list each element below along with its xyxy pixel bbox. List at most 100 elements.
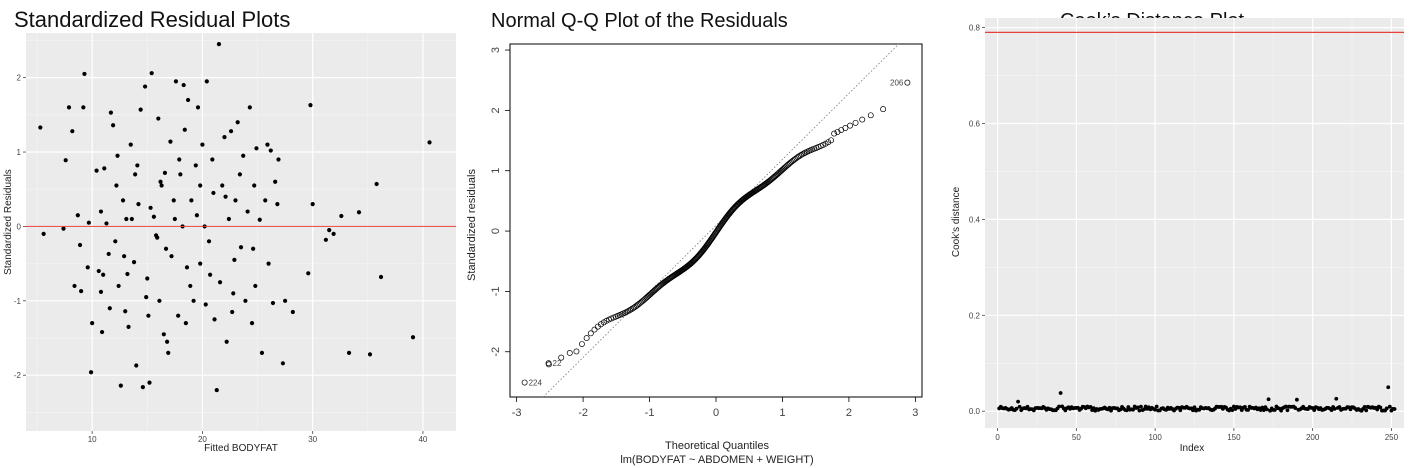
chart-1-point [217, 280, 223, 285]
chart-3-point [1266, 397, 1271, 402]
chart-1-point [206, 239, 212, 244]
chart-1-point [113, 239, 118, 244]
chart-2-point [646, 292, 652, 299]
chart-2-ytick-label: 0 [490, 228, 502, 234]
chart-1-point [191, 298, 196, 303]
chart-3-point [1334, 396, 1339, 401]
chart-1-point [135, 163, 140, 168]
chart-2-xtick-label: -3 [512, 407, 522, 419]
chart-1-point [184, 265, 190, 270]
chart-3-xtick-label: 0 [995, 433, 1000, 442]
chart-3-point [1387, 404, 1392, 409]
chart-1-point [266, 261, 271, 266]
chart-2-xtick-label: 1 [779, 407, 785, 419]
chart-1-point [136, 202, 141, 207]
chart-1-point [223, 194, 228, 199]
chart-2-ytick-label: 1 [490, 168, 502, 174]
chart-2-point [867, 112, 874, 119]
chart-1-point [216, 42, 222, 47]
chart-2-xtick-label: -2 [578, 407, 588, 419]
chart-2-point-label: 224 [529, 379, 543, 388]
chart-1-point [129, 216, 134, 222]
chart-1-point [265, 142, 270, 147]
chart-1-point [126, 324, 131, 329]
chart-3-point [1124, 408, 1129, 413]
chart-3-point [1332, 406, 1337, 411]
chart-1-point [198, 183, 203, 188]
chart-1-ytick-label: 2 [17, 74, 22, 83]
chart-1-ytick-label: -1 [14, 297, 22, 306]
chart-1-point [195, 105, 201, 110]
chart-3-xtick-label: 150 [1227, 433, 1241, 442]
chart-1-point [108, 110, 113, 115]
chart-3-point [1142, 407, 1146, 412]
chart-2-frame [509, 43, 923, 398]
chart-2-point [800, 150, 807, 157]
chart-3-point [1285, 408, 1290, 413]
chart-3-point [1191, 408, 1195, 413]
chart-1-point [308, 103, 313, 108]
chart-1-point [243, 298, 248, 303]
chart-1-point [173, 79, 179, 84]
chart-1-point [144, 294, 149, 300]
chart-2-reference-line [542, 43, 900, 398]
chart-2-point [794, 154, 801, 161]
chart-3-point [1293, 406, 1298, 410]
chart-2-point [628, 306, 635, 313]
chart-1-point [268, 148, 273, 153]
chart-1-point [123, 309, 128, 314]
chart-1-point [142, 84, 148, 89]
chart-1-point [273, 179, 278, 184]
chart-1-point [235, 120, 240, 125]
chart-1-point [346, 350, 352, 355]
chart-3-point [1312, 408, 1317, 412]
chart-1-point [230, 309, 235, 315]
chart-2-xtick-label: 2 [846, 407, 852, 419]
chart-1-point [247, 105, 252, 110]
chart-1-point [157, 298, 162, 303]
chart-1-point [214, 387, 219, 393]
chart-1-point [374, 181, 379, 187]
chart-1-point [145, 276, 150, 281]
chart-1-panel [26, 33, 456, 431]
chart-1-point [131, 260, 137, 265]
chart-3-point [1137, 408, 1142, 413]
chart-1-point [378, 274, 384, 280]
chart-1-point [226, 216, 231, 222]
chart-3-point [1131, 407, 1135, 412]
chart-1-point [161, 332, 166, 337]
chart-1-point [162, 170, 168, 175]
chart-2-point [587, 330, 594, 337]
chart-1-point [147, 380, 152, 385]
chart-2-point [796, 153, 803, 160]
chart-3-point [1243, 405, 1247, 409]
chart-1-point [148, 205, 153, 210]
chart-2-point [831, 130, 838, 137]
chart-3-ytick-label: 0.0 [969, 407, 981, 416]
chart-1-point [245, 209, 250, 214]
chart-1-point [79, 289, 84, 294]
chart-3-point [1386, 385, 1391, 390]
chart-marks-layer: 10 20 30 40 -2 -1 0 1 2 -3 -2 -1 0 1 2 3 -2 -1 0 1 2 3 206 224 2… [14, 18, 1404, 444]
chart-1-point [283, 298, 288, 303]
chart-2-point [644, 293, 651, 300]
chart-1-point [188, 283, 193, 289]
chart-2-point [859, 116, 866, 123]
chart-3-point [1016, 399, 1020, 404]
chart-3-point [1329, 408, 1334, 412]
chart-1-point [327, 228, 332, 233]
chart-1-point [200, 142, 205, 147]
chart-3-point [1153, 407, 1158, 412]
chart-1-point [276, 157, 281, 162]
chart-2-point [583, 335, 590, 342]
chart-1-point [133, 172, 138, 177]
chart-3-point [1017, 404, 1022, 409]
chart-1-point [251, 246, 256, 251]
chart-1-point [77, 242, 83, 248]
chart-1-point [85, 265, 90, 270]
chart-1-point [198, 261, 203, 266]
chart-3-point [1261, 408, 1266, 413]
chart-3-xtick-label: 100 [1148, 433, 1162, 442]
chart-1-point [94, 168, 99, 173]
